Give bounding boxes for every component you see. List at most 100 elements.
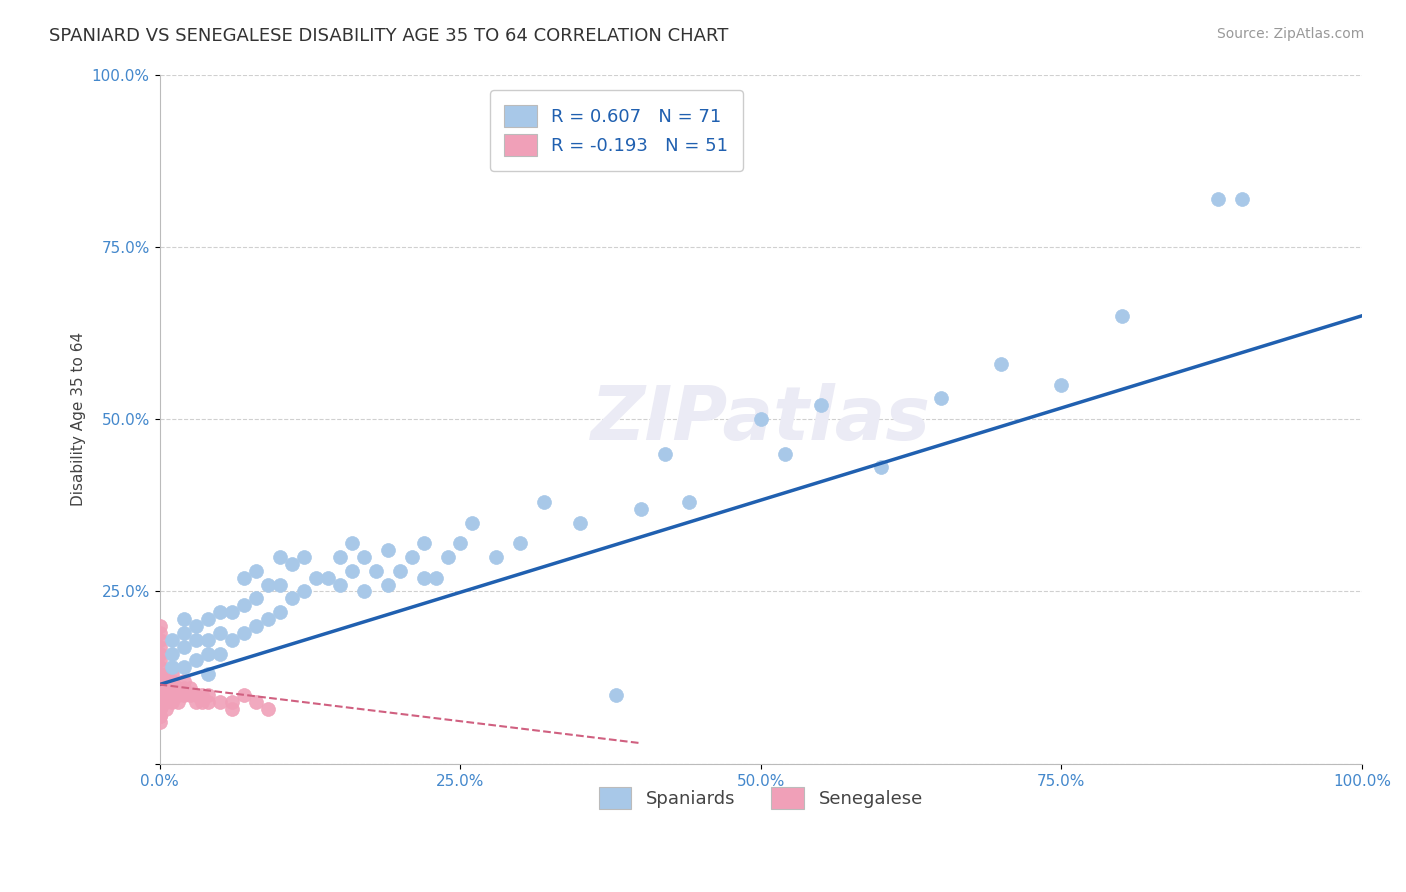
Point bbox=[256, 577, 278, 591]
Y-axis label: Disability Age 35 to 64: Disability Age 35 to 64 bbox=[72, 332, 86, 507]
Point bbox=[245, 619, 267, 633]
Point bbox=[184, 632, 207, 647]
Point bbox=[569, 516, 592, 530]
Point bbox=[148, 660, 170, 674]
Point bbox=[184, 619, 207, 633]
Point bbox=[221, 632, 243, 647]
Point bbox=[654, 447, 676, 461]
Point bbox=[377, 543, 399, 558]
Point bbox=[437, 549, 460, 564]
Point bbox=[148, 715, 170, 730]
Point bbox=[148, 688, 170, 702]
Point bbox=[256, 701, 278, 715]
Point bbox=[190, 695, 212, 709]
Point bbox=[166, 681, 188, 695]
Point bbox=[292, 549, 315, 564]
Point bbox=[160, 632, 183, 647]
Point bbox=[749, 412, 772, 426]
Point bbox=[232, 599, 254, 613]
Point bbox=[605, 688, 627, 702]
Point bbox=[179, 688, 201, 702]
Point bbox=[173, 681, 195, 695]
Point bbox=[155, 667, 177, 681]
Point bbox=[533, 495, 555, 509]
Point bbox=[353, 549, 375, 564]
Point bbox=[148, 632, 170, 647]
Point bbox=[197, 632, 219, 647]
Point bbox=[413, 536, 436, 550]
Point bbox=[509, 536, 531, 550]
Point bbox=[221, 695, 243, 709]
Point bbox=[461, 516, 484, 530]
Point bbox=[281, 591, 304, 606]
Point bbox=[184, 653, 207, 667]
Point bbox=[269, 577, 291, 591]
Point bbox=[155, 695, 177, 709]
Text: SPANIARD VS SENEGALESE DISABILITY AGE 35 TO 64 CORRELATION CHART: SPANIARD VS SENEGALESE DISABILITY AGE 35… bbox=[49, 27, 728, 45]
Point bbox=[773, 447, 796, 461]
Point bbox=[208, 647, 231, 661]
Point bbox=[929, 392, 952, 406]
Point bbox=[364, 564, 387, 578]
Point bbox=[148, 647, 170, 661]
Point bbox=[305, 571, 328, 585]
Point bbox=[148, 619, 170, 633]
Point bbox=[160, 688, 183, 702]
Point bbox=[155, 688, 177, 702]
Point bbox=[160, 674, 183, 689]
Point bbox=[232, 688, 254, 702]
Point bbox=[160, 681, 183, 695]
Point bbox=[292, 584, 315, 599]
Point bbox=[221, 605, 243, 619]
Point bbox=[256, 612, 278, 626]
Point bbox=[197, 695, 219, 709]
Legend: Spaniards, Senegalese: Spaniards, Senegalese bbox=[585, 772, 936, 823]
Point bbox=[179, 681, 201, 695]
Point bbox=[166, 688, 188, 702]
Point bbox=[232, 571, 254, 585]
Text: Source: ZipAtlas.com: Source: ZipAtlas.com bbox=[1216, 27, 1364, 41]
Point bbox=[389, 564, 412, 578]
Point bbox=[197, 612, 219, 626]
Point bbox=[340, 564, 363, 578]
Point bbox=[329, 577, 352, 591]
Point bbox=[173, 640, 195, 654]
Point bbox=[269, 605, 291, 619]
Point bbox=[148, 625, 170, 640]
Point bbox=[1206, 192, 1229, 206]
Point bbox=[160, 660, 183, 674]
Point bbox=[245, 591, 267, 606]
Point bbox=[160, 667, 183, 681]
Point bbox=[173, 660, 195, 674]
Point bbox=[173, 625, 195, 640]
Point bbox=[870, 460, 893, 475]
Point bbox=[485, 549, 508, 564]
Point bbox=[148, 708, 170, 723]
Point bbox=[155, 674, 177, 689]
Point bbox=[197, 688, 219, 702]
Point bbox=[269, 549, 291, 564]
Point bbox=[377, 577, 399, 591]
Point bbox=[166, 695, 188, 709]
Point bbox=[148, 688, 170, 702]
Point bbox=[1230, 192, 1253, 206]
Point bbox=[148, 695, 170, 709]
Point bbox=[148, 701, 170, 715]
Point bbox=[190, 688, 212, 702]
Point bbox=[232, 625, 254, 640]
Point bbox=[184, 695, 207, 709]
Point bbox=[148, 681, 170, 695]
Point bbox=[148, 695, 170, 709]
Point bbox=[221, 701, 243, 715]
Point bbox=[148, 667, 170, 681]
Point bbox=[245, 695, 267, 709]
Point bbox=[245, 564, 267, 578]
Point bbox=[990, 357, 1012, 371]
Point bbox=[630, 501, 652, 516]
Point bbox=[197, 667, 219, 681]
Point bbox=[155, 681, 177, 695]
Point bbox=[1111, 309, 1133, 323]
Point bbox=[340, 536, 363, 550]
Point bbox=[413, 571, 436, 585]
Point bbox=[425, 571, 447, 585]
